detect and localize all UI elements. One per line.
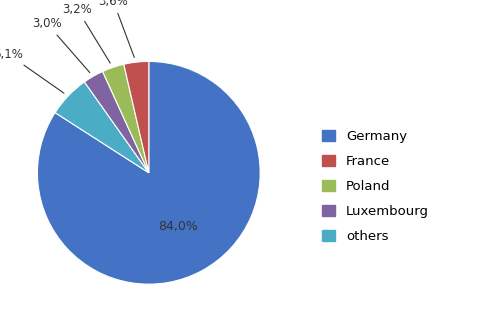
Text: 3,6%: 3,6% bbox=[98, 0, 134, 57]
Wedge shape bbox=[37, 61, 260, 284]
Wedge shape bbox=[124, 61, 149, 173]
Wedge shape bbox=[84, 71, 149, 173]
Text: 84,0%: 84,0% bbox=[158, 220, 198, 233]
Text: 3,0%: 3,0% bbox=[32, 17, 90, 73]
Text: 6,1%: 6,1% bbox=[0, 48, 64, 93]
Legend: Germany, France, Poland, Luxembourg, others: Germany, France, Poland, Luxembourg, oth… bbox=[317, 125, 434, 248]
Wedge shape bbox=[103, 64, 149, 173]
Text: 3,2%: 3,2% bbox=[62, 3, 110, 63]
Wedge shape bbox=[55, 82, 149, 173]
